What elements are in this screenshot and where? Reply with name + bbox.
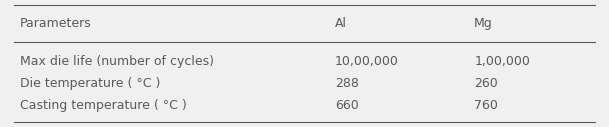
Text: Max die life (number of cycles): Max die life (number of cycles) — [19, 54, 214, 68]
Text: 10,00,000: 10,00,000 — [335, 54, 399, 68]
Text: Parameters: Parameters — [19, 17, 91, 30]
Text: 288: 288 — [335, 77, 359, 90]
Text: Casting temperature ( °C ): Casting temperature ( °C ) — [19, 99, 186, 112]
Text: Al: Al — [335, 17, 347, 30]
Text: 760: 760 — [474, 99, 498, 112]
Text: Die temperature ( °C ): Die temperature ( °C ) — [19, 77, 160, 90]
Text: 260: 260 — [474, 77, 498, 90]
Text: 660: 660 — [335, 99, 359, 112]
Text: 1,00,000: 1,00,000 — [474, 54, 530, 68]
Text: Mg: Mg — [474, 17, 493, 30]
